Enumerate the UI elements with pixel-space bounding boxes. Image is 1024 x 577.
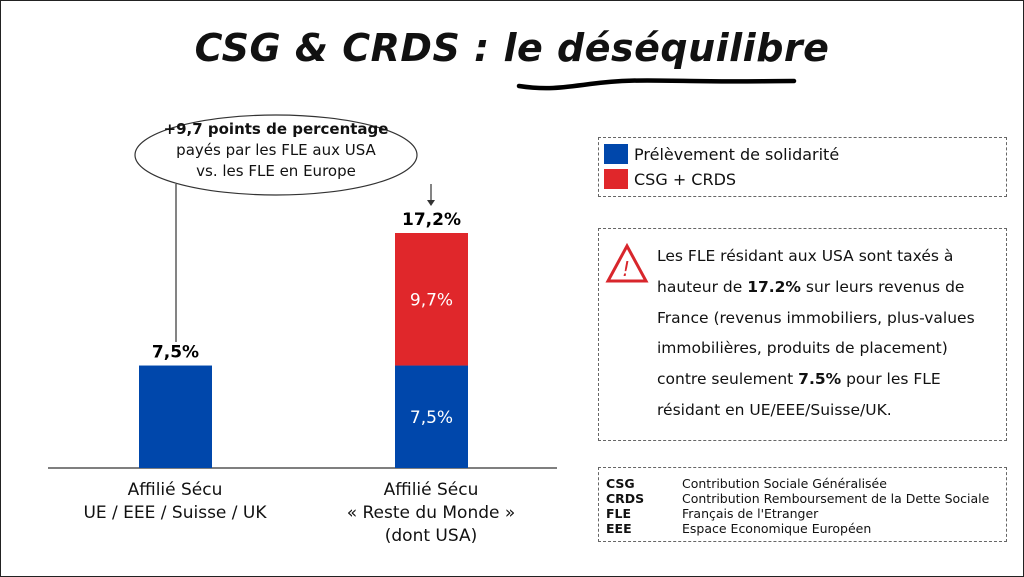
legend-item-solidarity: Prélèvement de solidarité <box>604 143 839 165</box>
bar-total-label: 17,2% <box>402 210 461 230</box>
note-text-run: pour les FLE <box>841 370 941 389</box>
callout-line-2: payés par les FLE aux USA <box>176 141 376 159</box>
note-text-run: sur leurs revenus de <box>800 277 965 296</box>
glossary-definition: Français de l'Etranger <box>682 506 819 521</box>
title-underlined: le déséquilibre <box>503 26 830 70</box>
glossary-row: EEE Espace Economique Européen <box>606 521 871 536</box>
note-text-run: France (revenus immobiliers, plus-values <box>657 308 975 327</box>
note-line: Les FLE résidant aux USA sont taxés à <box>657 241 1012 272</box>
glossary-definition: Espace Economique Européen <box>682 521 872 536</box>
note-text-run: immobilières, produits de placement) <box>657 339 948 358</box>
callout-line-3: vs. les FLE en Europe <box>196 162 356 180</box>
bar-segment-solidarity <box>395 365 468 468</box>
legend-label: CSG + CRDS <box>634 169 737 189</box>
bar-data-label: 7,5% <box>410 408 453 428</box>
note-highlight: 17.2% <box>747 277 801 296</box>
warning-note: ! Les FLE résidant aux USA sont taxés à h… <box>598 228 1007 441</box>
svg-text:!: ! <box>622 257 630 281</box>
callout-line-1: +9,7 points de percentage <box>163 120 389 138</box>
bar-total-label: 7,5% <box>152 343 199 363</box>
category-label-eu: Affilié Sécu UE / EEE / Suisse / UK <box>55 479 295 525</box>
legend-swatch-blue <box>604 144 628 164</box>
glossary-definition: Contribution Sociale Généralisée <box>682 476 887 491</box>
category-label-line: « Reste du Monde » <box>346 503 516 523</box>
page-title: CSG & CRDS : le déséquilibre <box>0 26 1024 70</box>
glossary-row: CSG Contribution Sociale Généralisée <box>606 476 887 491</box>
category-label-line: (dont USA) <box>384 526 478 546</box>
glossary-abbr: CRDS <box>606 491 645 506</box>
bar-segment-csg-crds <box>395 233 468 366</box>
note-line: France (revenus immobiliers, plus-values <box>657 303 1012 334</box>
glossary-abbr: CSG <box>606 476 635 491</box>
bar-data-label: 9,7% <box>410 290 453 310</box>
glossary-definition: Contribution Remboursement de la Dette S… <box>682 491 990 506</box>
glossary-row: CRDS Contribution Remboursement de la Det… <box>606 491 989 506</box>
arrow-head-icon <box>427 200 435 206</box>
glossary-row: FLE Français de l'Etranger <box>606 506 818 521</box>
category-label-line: Affilié Sécu <box>383 480 479 500</box>
note-highlight: 7.5% <box>798 370 842 389</box>
chart-legend: Prélèvement de solidarité CSG + CRDS <box>598 137 1007 197</box>
category-label-line: UE / EEE / Suisse / UK <box>83 503 267 523</box>
warning-note-text: Les FLE résidant aux USA sont taxés à hau… <box>657 241 1012 426</box>
legend-item-csg-crds: CSG + CRDS <box>604 168 736 190</box>
note-text-run: résidant en UE/EEE/Suisse/UK. <box>657 400 892 419</box>
note-line: hauteur de 17.2% sur leurs revenus de <box>657 272 1012 303</box>
callout-ellipse <box>134 114 418 196</box>
warning-triangle-icon: ! <box>605 243 649 283</box>
legend-swatch-red <box>604 169 628 189</box>
note-line: immobilières, produits de placement) <box>657 333 1012 364</box>
category-label-world: Affilié Sécu « Reste du Monde » (dont US… <box>311 479 551 548</box>
note-text-run: contre seulement <box>657 370 799 389</box>
callout-text: +9,7 points de percentage payés par les … <box>150 119 402 182</box>
note-text-run: hauteur de <box>657 277 748 296</box>
glossary-abbr: FLE <box>606 506 632 521</box>
glossary: CSG Contribution Sociale Généralisée CRDS C… <box>598 467 1007 542</box>
bar-segment-solidarity <box>139 365 212 468</box>
glossary-abbr: EEE <box>606 521 632 536</box>
note-text-run: Les FLE résidant aux USA sont taxés à <box>657 247 954 265</box>
legend-label: Prélèvement de solidarité <box>634 144 840 164</box>
category-label-line: Affilié Sécu <box>127 480 223 500</box>
note-line: résidant en UE/EEE/Suisse/UK. <box>657 395 1012 426</box>
title-prefix: CSG & CRDS : <box>194 26 504 70</box>
note-line: contre seulement 7.5% pour les FLE <box>657 364 1012 395</box>
